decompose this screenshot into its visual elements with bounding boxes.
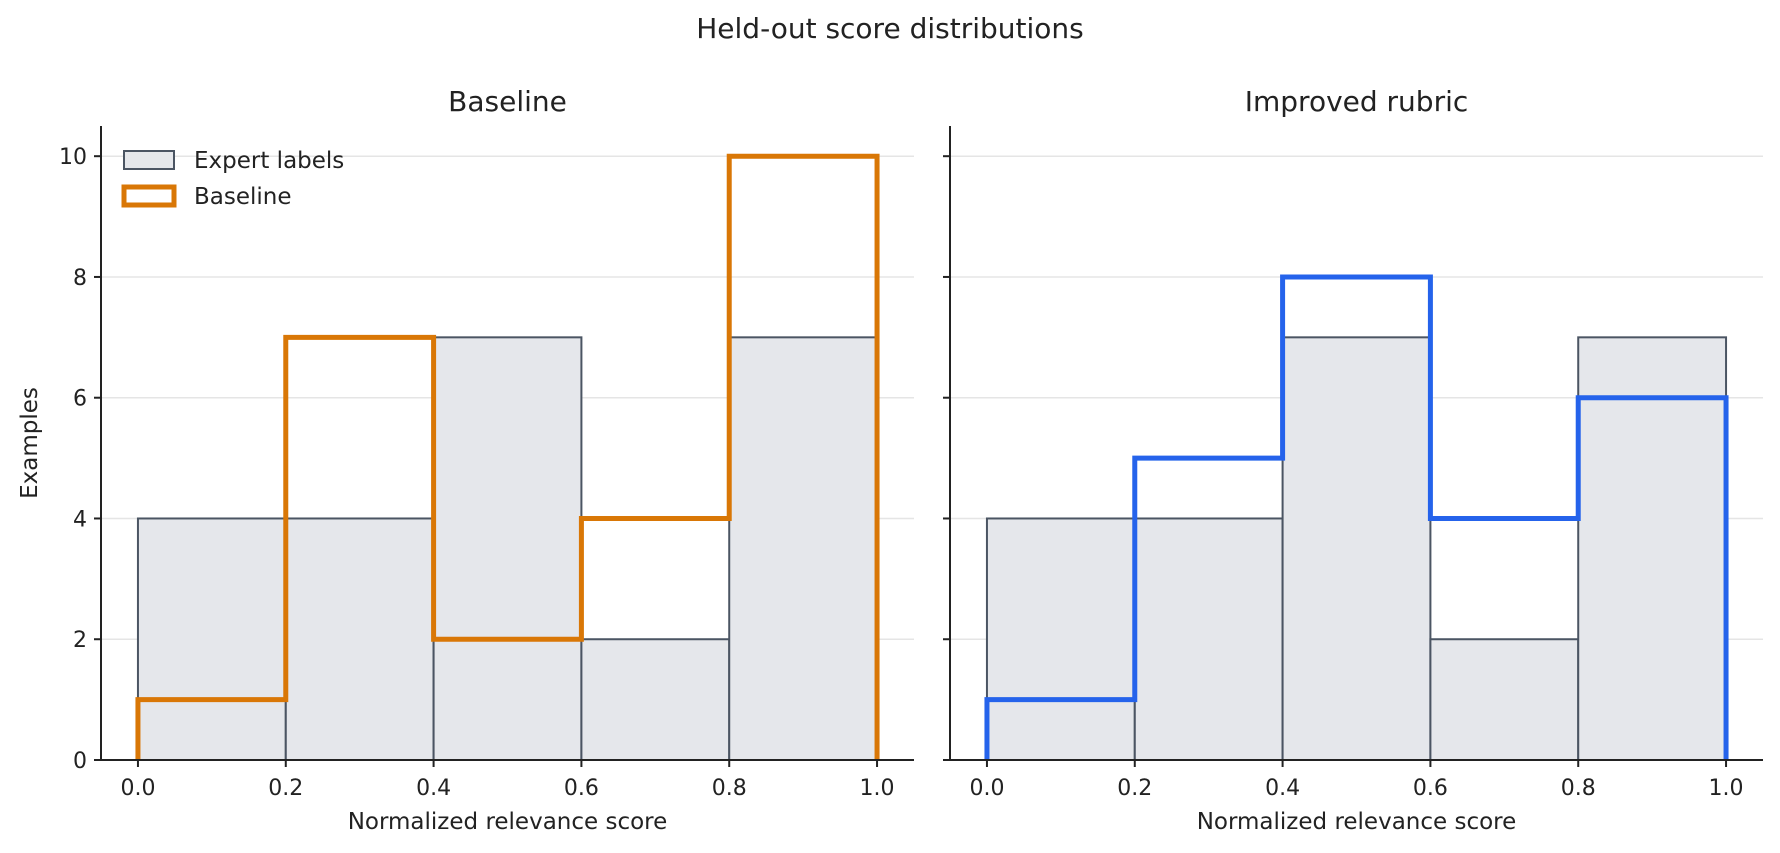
step-outline-improved — [984, 274, 1729, 760]
x-tick-label: 0.8 — [1561, 776, 1596, 801]
expert-bar — [136, 517, 287, 761]
legend-label-baseline: Baseline — [194, 184, 292, 210]
legend: Expert labels Baseline — [121, 148, 344, 210]
y-tick-label: 6 — [73, 387, 87, 412]
x-axis-label: Normalized relevance score — [1197, 809, 1517, 835]
x-tick-label: 0.2 — [1117, 776, 1152, 801]
expert-bar — [1429, 638, 1580, 761]
expert-bar — [284, 517, 435, 761]
y-axis-label: Examples — [17, 387, 43, 499]
x-tick-label: 1.0 — [860, 776, 895, 801]
x-axis-label: Normalized relevance score — [348, 809, 668, 835]
y-tick-label: 4 — [73, 507, 87, 532]
legend-swatch-expert — [123, 150, 175, 170]
x-tick-label: 0.4 — [416, 776, 451, 801]
y-tick-label: 0 — [73, 749, 87, 774]
legend-label-expert: Expert labels — [194, 148, 344, 174]
legend-swatch-baseline — [121, 184, 177, 208]
y-tick-label: 10 — [59, 145, 87, 170]
y-tick-label: 2 — [73, 628, 87, 653]
x-tick-label: 0.0 — [969, 776, 1004, 801]
x-tick-label: 0.6 — [564, 776, 599, 801]
step-outline-baseline — [135, 153, 880, 760]
x-tick-label: 0.6 — [1413, 776, 1448, 801]
improved-panel: 0.0 0.2 0.4 0.6 0.8 1.0 Improved rubric Normali… — [943, 85, 1763, 835]
x-tick-label: 0.2 — [268, 776, 303, 801]
expert-bar — [1281, 336, 1432, 761]
x-tick-label: 0.8 — [712, 776, 747, 801]
expert-bar — [580, 638, 731, 761]
x-tick-label: 0.4 — [1265, 776, 1300, 801]
expert-bar — [432, 336, 583, 761]
x-tick-label: 1.0 — [1709, 776, 1744, 801]
panel-title: Baseline — [448, 85, 567, 118]
y-tick-label: 8 — [73, 266, 87, 291]
expert-bar — [1133, 517, 1284, 761]
expert-bar — [728, 336, 879, 761]
figure-title: Held-out score distributions — [696, 12, 1084, 45]
panel-title: Improved rubric — [1245, 85, 1469, 118]
baseline-panel: 0 2 4 6 8 10 0.0 0.2 0.4 0.6 0.8 1.0 Baseline Normali… — [17, 85, 914, 835]
expert-bar — [985, 517, 1136, 761]
expert-bar — [1577, 336, 1728, 761]
x-tick-label: 0.0 — [120, 776, 155, 801]
